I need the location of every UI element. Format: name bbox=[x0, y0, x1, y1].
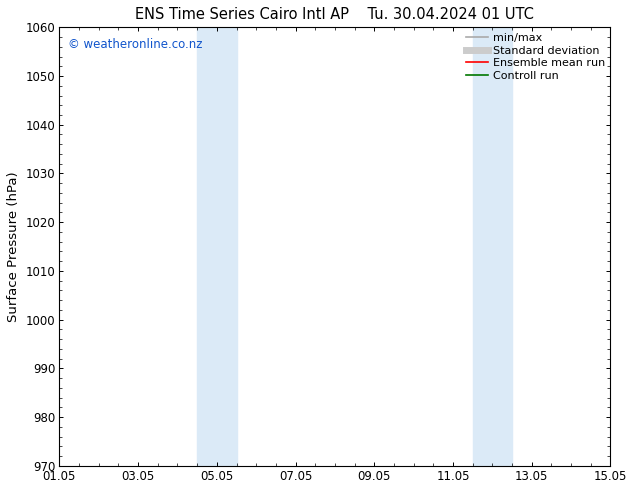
Bar bbox=[472, 27, 512, 466]
Text: © weatheronline.co.nz: © weatheronline.co.nz bbox=[68, 38, 202, 51]
Legend: min/max, Standard deviation, Ensemble mean run, Controll run: min/max, Standard deviation, Ensemble me… bbox=[463, 30, 607, 83]
Title: ENS Time Series Cairo Intl AP    Tu. 30.04.2024 01 UTC: ENS Time Series Cairo Intl AP Tu. 30.04.… bbox=[136, 7, 534, 22]
Bar bbox=[197, 27, 236, 466]
Y-axis label: Surface Pressure (hPa): Surface Pressure (hPa) bbox=[7, 172, 20, 322]
